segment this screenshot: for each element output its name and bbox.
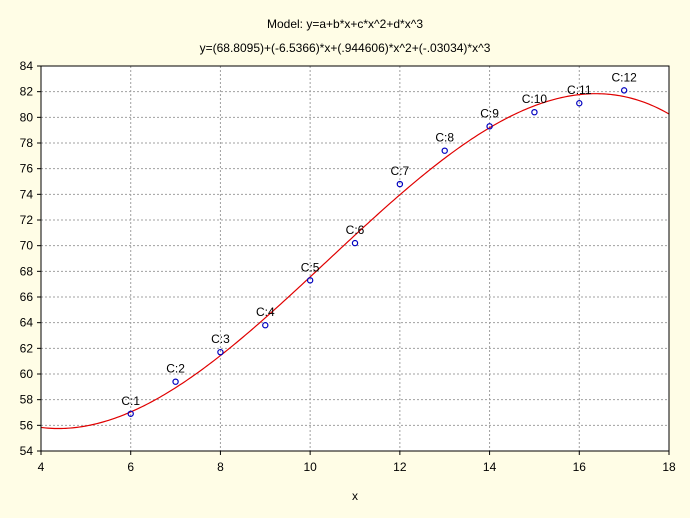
x-tick-label: 8 (217, 460, 224, 474)
points-layer: C:1 C:2 C:3 C:4 C:5 C:6 C:7 C:8 C:9 C:10 C:11 C:12 (121, 70, 637, 417)
y-tick-label: 74 (20, 187, 34, 201)
tick-labels: 4 6 8 10 12 14 16 18545658606264666870727476788… (20, 59, 676, 474)
y-tick-label: 84 (20, 59, 34, 73)
data-point (351, 239, 359, 247)
data-point (127, 410, 134, 417)
data-point (531, 108, 538, 116)
y-tick-label: 64 (20, 316, 34, 330)
data-point (306, 277, 314, 284)
data-point (396, 180, 404, 188)
point-label: C:8 (435, 131, 454, 145)
x-tick-label: 4 (38, 460, 45, 474)
x-tick-label: 16 (573, 460, 587, 474)
y-tick-label: 76 (20, 162, 34, 176)
data-point (217, 348, 224, 356)
y-tick-label: 72 (20, 213, 34, 227)
x-tick-label: 12 (393, 460, 407, 474)
x-axis-label: x (352, 489, 358, 503)
chart-subtitle: y=(68.8095)+(-6.5366)*x+(.944606)*x^2+(-… (200, 41, 491, 55)
point-label: C:1 (121, 394, 140, 408)
y-tick-label: 56 (20, 418, 34, 432)
data-point (620, 87, 628, 94)
data-point (172, 378, 179, 385)
point-label: C:3 (211, 332, 230, 346)
data-point (486, 123, 493, 130)
y-tick-label: 54 (20, 444, 34, 458)
chart-title: Model: y=a+b*x+c*x^2+d*x^3 (267, 17, 423, 31)
y-tick-label: 70 (20, 239, 34, 253)
plot-border (40, 65, 670, 452)
data-point (576, 100, 583, 107)
fit-layer (40, 93, 670, 430)
plot-area (41, 66, 669, 451)
point-label: C:6 (346, 223, 365, 237)
y-tick-label: 78 (20, 136, 34, 150)
point-label: C:5 (301, 260, 320, 274)
point-label: C:2 (166, 362, 185, 376)
point-label: C:7 (391, 164, 410, 178)
point-label: C:9 (480, 106, 499, 120)
point-label: C:10 (522, 92, 548, 106)
point-label: C:11 (567, 83, 592, 97)
data-point (262, 322, 269, 329)
fit-curve (40, 93, 670, 430)
data-point (441, 147, 448, 154)
x-tick-label: 18 (662, 460, 676, 474)
y-tick-label: 62 (20, 341, 34, 355)
x-tick-label: 14 (483, 460, 497, 474)
y-tick-label: 82 (20, 85, 34, 99)
x-tick-label: 10 (303, 460, 317, 474)
point-label: C:12 (611, 70, 637, 84)
y-tick-label: 58 (20, 393, 34, 407)
y-tick-label: 60 (20, 367, 34, 381)
grid (41, 66, 669, 451)
y-tick-label: 80 (20, 110, 34, 124)
y-tick-label: 66 (20, 290, 34, 304)
y-tick-label: 68 (20, 264, 34, 278)
x-tick-label: 6 (127, 460, 134, 474)
point-label: C:4 (256, 305, 275, 319)
